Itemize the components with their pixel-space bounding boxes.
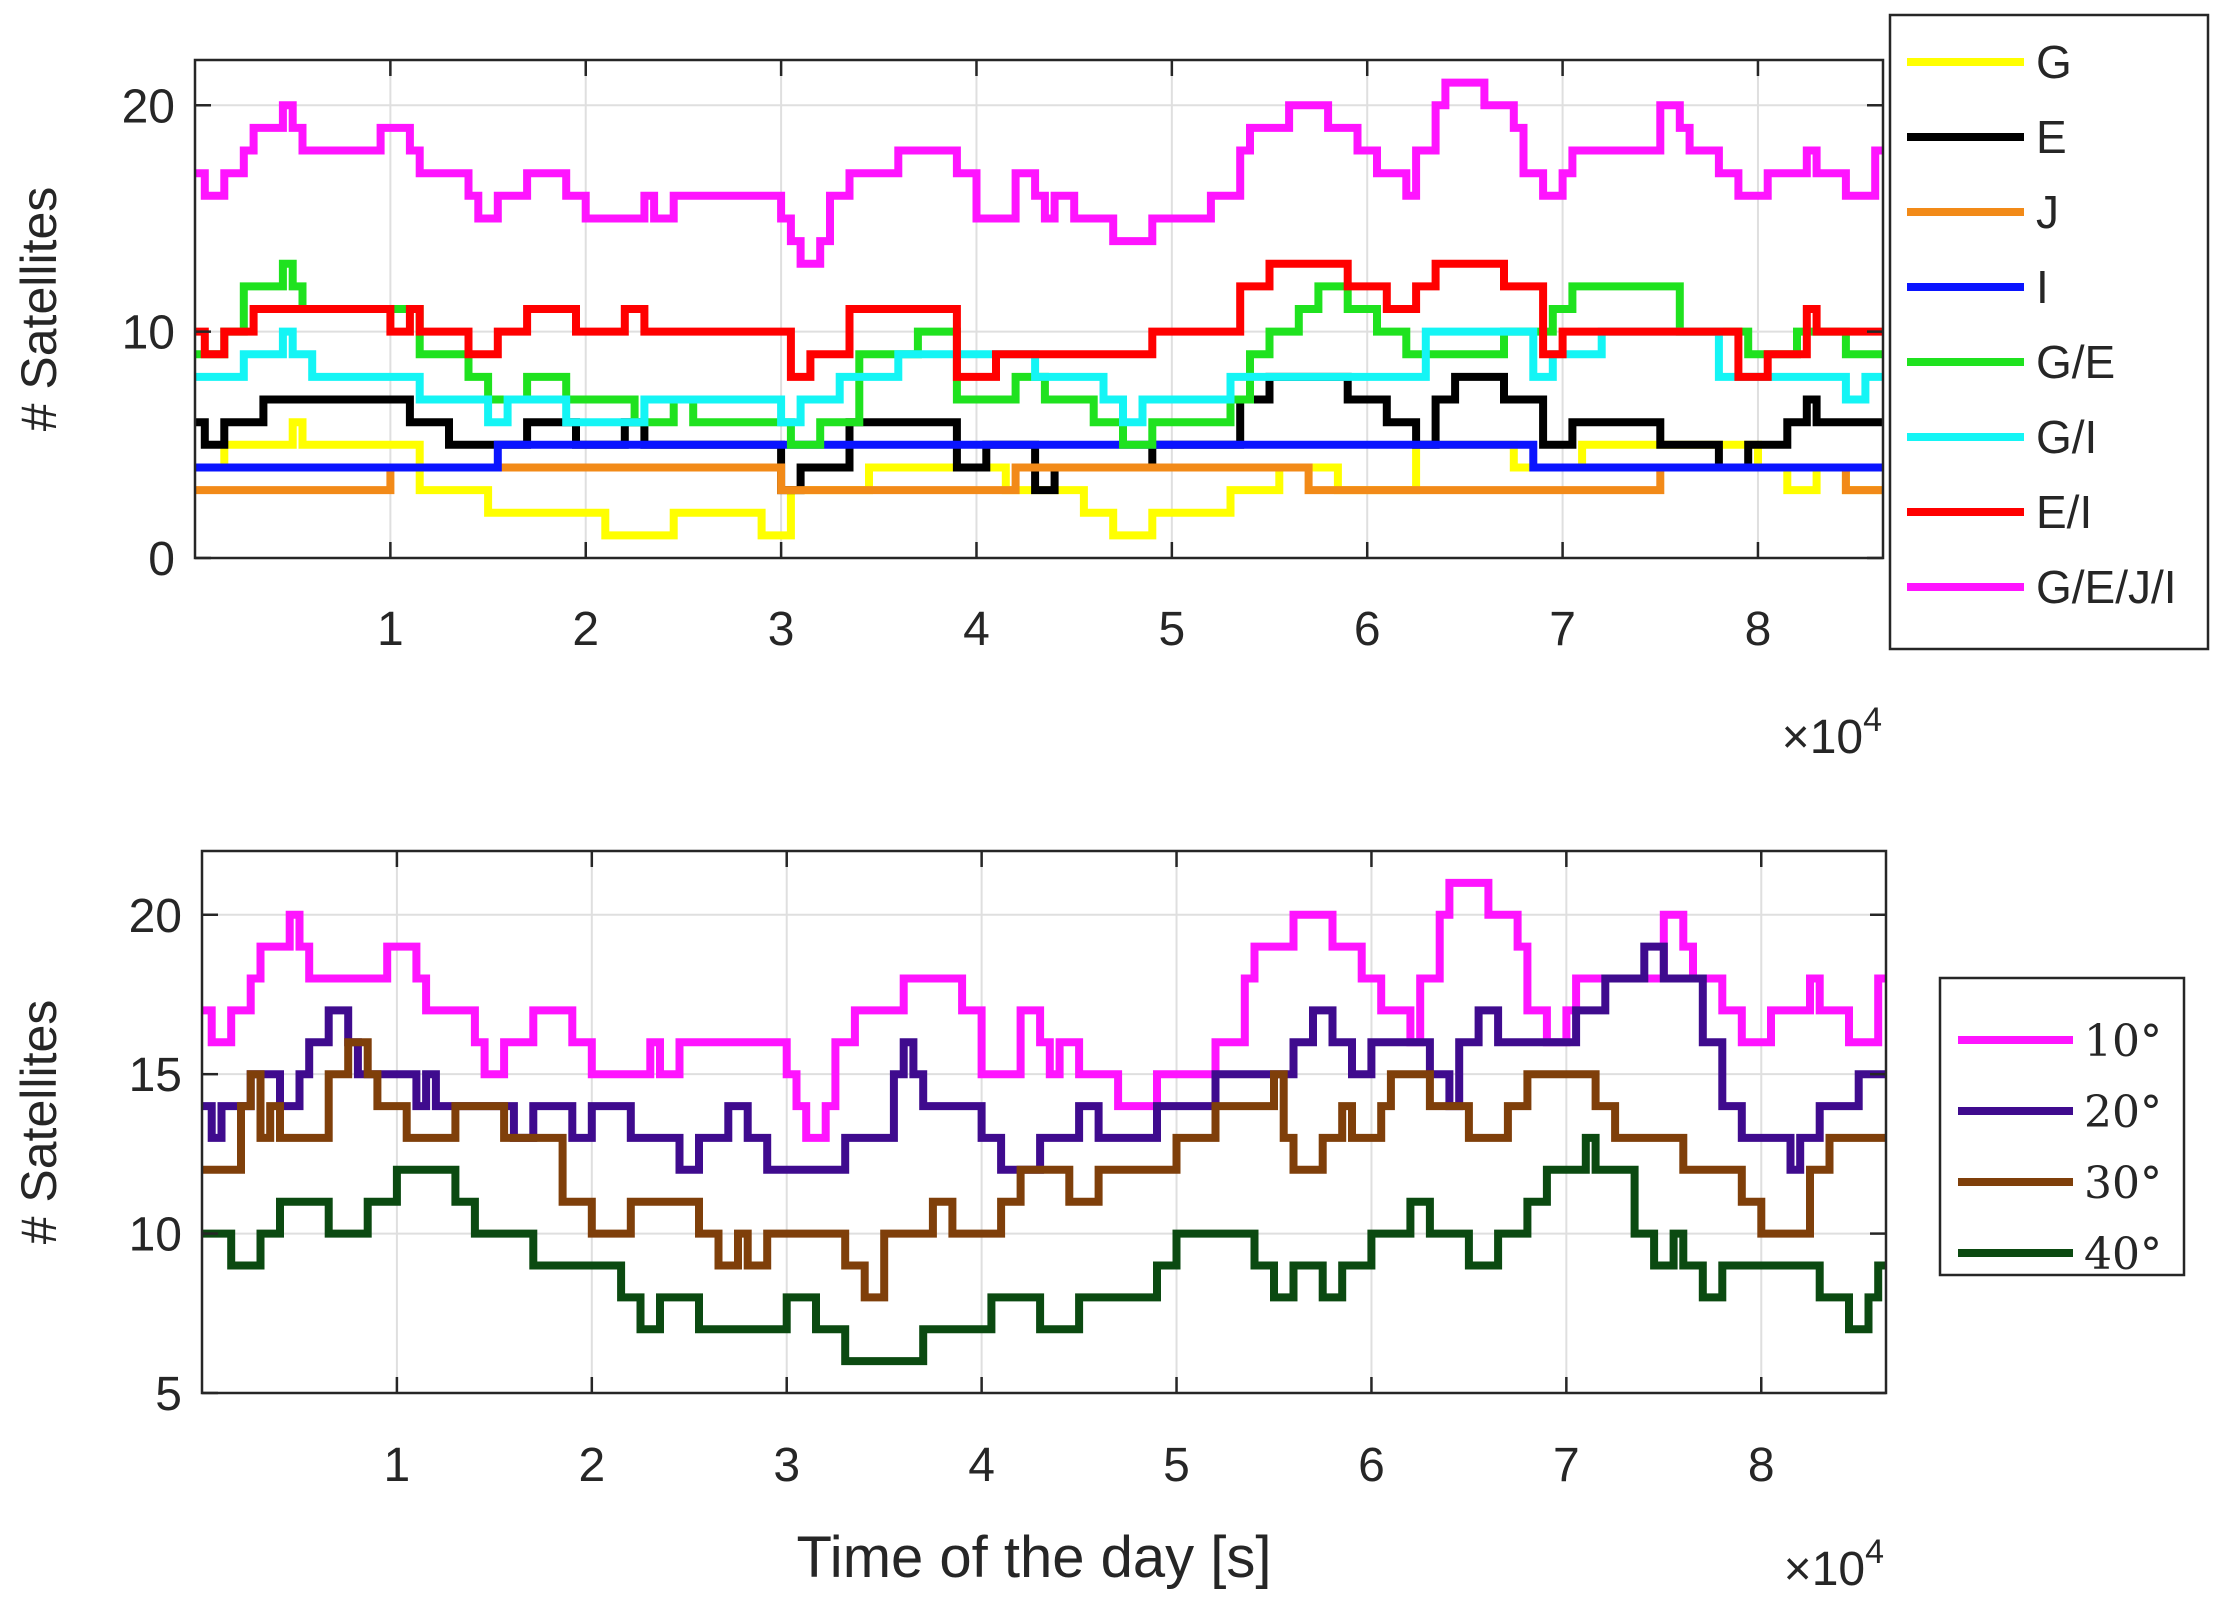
legend-label: G/E <box>2036 336 2115 388</box>
x-tick-label: 7 <box>1553 1439 1580 1492</box>
y-tick-label: 20 <box>122 80 175 133</box>
series-line-20 <box>202 942 1886 1174</box>
tick-marks <box>195 60 1883 560</box>
x-tick-label: 1 <box>377 603 404 656</box>
x-tick-label: 2 <box>572 603 599 656</box>
legend-label: 10° <box>2084 1016 2162 1067</box>
y-tick-label: 10 <box>122 307 175 360</box>
series-line-40 <box>202 1133 1886 1366</box>
x-tick-label: 5 <box>1163 1439 1190 1492</box>
x-tick-label: 3 <box>768 603 795 656</box>
legend: 10° 20° 30° 40° <box>1938 976 2186 1280</box>
legend-box <box>1888 13 2210 651</box>
series-line-10 <box>202 878 1886 1142</box>
x-tick-labels: 1 2 3 4 5 6 7 8 <box>384 1439 1775 1492</box>
legend-label: G <box>2036 36 2072 88</box>
y-tick-label: 10 <box>129 1209 182 1262</box>
x-tick-label: 8 <box>1745 603 1772 656</box>
x-tick-label: 1 <box>384 1439 411 1492</box>
series-line-30 <box>202 1038 1886 1302</box>
x-tick-label: 7 <box>1549 603 1576 656</box>
axes-box <box>200 849 1888 1395</box>
tick-marks <box>202 851 1886 1395</box>
plot-lines <box>195 78 1883 540</box>
y-tick-label: 0 <box>148 533 175 586</box>
plot-lines <box>202 878 1886 1366</box>
bottom-chart: 1 2 3 4 5 6 7 8 5 10 15 20 # Satellites Time of th… <box>11 849 2186 1596</box>
legend-label: 40° <box>2084 1229 2162 1280</box>
x-exponent-label: ×104 <box>1782 701 1882 764</box>
legend-label: E/I <box>2036 486 2092 538</box>
y-axis-label: # Satellites <box>11 1000 67 1245</box>
x-tick-labels: 1 2 3 4 5 6 7 8 <box>377 603 1771 656</box>
x-exponent-power: 4 <box>1865 1533 1884 1571</box>
series-line-e-i <box>195 259 1883 381</box>
x-axis-label: Time of the day [s] <box>797 1525 1272 1590</box>
legend-label: E <box>2036 111 2067 163</box>
y-tick-labels: 0 10 20 <box>122 80 175 586</box>
series-line-i <box>195 440 1883 472</box>
series-line-e <box>195 372 1883 495</box>
y-tick-label: 5 <box>155 1368 182 1421</box>
y-axis-label: # Satellites <box>11 187 67 432</box>
legend-label: 20° <box>2084 1087 2162 1138</box>
legend-box <box>1938 976 2186 1277</box>
x-tick-label: 6 <box>1358 1439 1385 1492</box>
x-tick-label: 2 <box>578 1439 605 1492</box>
x-tick-label: 6 <box>1354 603 1381 656</box>
x-tick-label: 5 <box>1159 603 1186 656</box>
series-line-g <box>195 418 1883 540</box>
x-exponent-base: ×10 <box>1784 1543 1865 1596</box>
legend-label: G/I <box>2036 411 2097 463</box>
y-tick-labels: 5 10 15 20 <box>129 890 182 1421</box>
x-tick-label: 8 <box>1748 1439 1775 1492</box>
legend-label: J <box>2036 186 2059 238</box>
x-tick-label: 4 <box>968 1439 995 1492</box>
y-tick-label: 20 <box>129 890 182 943</box>
series-line-g-e-j-i <box>195 78 1883 268</box>
x-exponent-label: ×104 <box>1784 1533 1884 1596</box>
x-tick-label: 4 <box>963 603 990 656</box>
legend-label: G/E/J/I <box>2036 561 2177 613</box>
series-line-g-i <box>195 327 1883 427</box>
legend-label: I <box>2036 261 2049 313</box>
x-tick-label: 3 <box>773 1439 800 1492</box>
y-tick-label: 15 <box>129 1049 182 1102</box>
x-exponent-base: ×10 <box>1782 711 1863 764</box>
x-exponent-power: 4 <box>1863 701 1882 739</box>
axes-box <box>193 58 1885 560</box>
legend-label: 30° <box>2084 1158 2162 1209</box>
